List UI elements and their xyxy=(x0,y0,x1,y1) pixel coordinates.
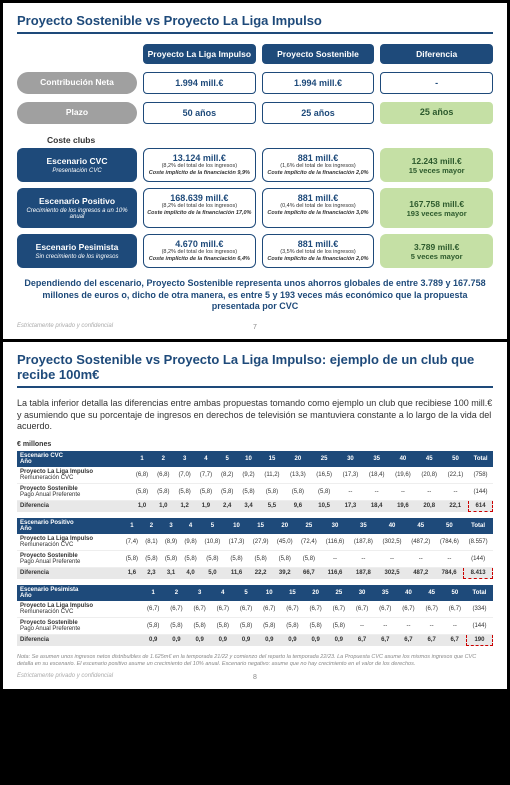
page-1: Proyecto Sostenible vs Proyecto La Liga … xyxy=(3,3,507,339)
table-row: Proyecto La Liga ImpulsoRemuneración CVC… xyxy=(17,601,493,618)
scenario-row-1: Escenario PositivoCrecimiento de los ing… xyxy=(17,188,493,228)
hdr-impulso: Proyecto La Liga Impulso xyxy=(143,44,256,64)
scenario-label: Escenario PesimistaSin crecimiento de lo… xyxy=(17,234,137,268)
scenario-row-2: Escenario PesimistaSin crecimiento de lo… xyxy=(17,234,493,268)
page2-subtitle: La tabla inferior detalla las diferencia… xyxy=(17,398,493,433)
row-plazo: Plazo 50 años 25 años 25 años xyxy=(17,102,493,124)
table-row: Proyecto SosteniblePago Anual Preferente… xyxy=(17,484,493,501)
scenario-val-sostenible: 881 mill.€(0,4% del total de los ingreso… xyxy=(262,188,375,228)
table-0: Escenario CVCAño12345101520253035404550T… xyxy=(17,451,493,512)
label-plazo: Plazo xyxy=(17,102,137,124)
table-header: Escenario PesimistaAño123451015202530354… xyxy=(17,585,493,601)
page2-note: Nota: Se asumen unos ingresos netos dist… xyxy=(17,654,493,667)
scenario-val-sostenible: 881 mill.€(3,5% del total de los ingreso… xyxy=(262,234,375,268)
val-plazo-2: 25 años xyxy=(262,102,375,124)
table-diff-row: Diferencia0,90,90,90,90,90,90,90,90,96,7… xyxy=(17,635,493,646)
table-2: Escenario PesimistaAño123451015202530354… xyxy=(17,585,493,646)
page-2: Proyecto Sostenible vs Proyecto La Liga … xyxy=(3,342,507,689)
header-grid: Proyecto La Liga Impulso Proyecto Sosten… xyxy=(17,44,493,64)
val-contrib-1: 1.994 mill.€ xyxy=(143,72,256,94)
table-header: Escenario CVCAño12345101520253035404550T… xyxy=(17,451,493,467)
coste-clubs-label: Coste clubs xyxy=(47,132,493,148)
table-header: Escenario PositivoAño1234510152025303540… xyxy=(17,518,493,534)
hdr-sostenible: Proyecto Sostenible xyxy=(262,44,375,64)
scenario-val-impulso: 168.639 mill.€(8,2% del total de los ing… xyxy=(143,188,256,228)
conclusion-text: Dependiendo del escenario, Proyecto Sost… xyxy=(23,278,487,313)
table-1: Escenario PositivoAño1234510152025303540… xyxy=(17,518,493,579)
table-row: Proyecto SosteniblePago Anual Preferente… xyxy=(17,551,493,568)
scenario-label: Escenario CVCPresentación CVC xyxy=(17,148,137,182)
scenario-diff: 3.789 mill.€5 veces mayor xyxy=(380,234,493,268)
page1-title: Proyecto Sostenible vs Proyecto La Liga … xyxy=(17,13,493,34)
label-contribucion: Contribución Neta xyxy=(17,72,137,94)
scenario-row-0: Escenario CVCPresentación CVC 13.124 mil… xyxy=(17,148,493,182)
millones-label: € millones xyxy=(17,441,493,448)
val-plazo-diff: 25 años xyxy=(380,102,493,124)
table-diff-row: Diferencia1,01,01,21,92,43,45,59,610,517… xyxy=(17,501,493,512)
scenario-val-sostenible: 881 mill.€(1,6% del total de los ingreso… xyxy=(262,148,375,182)
val-plazo-1: 50 años xyxy=(143,102,256,124)
row-contribucion: Contribución Neta 1.994 mill.€ 1.994 mil… xyxy=(17,72,493,94)
page2-num: 8 xyxy=(253,674,257,681)
scenario-diff: 12.243 mill.€15 veces mayor xyxy=(380,148,493,182)
table-row: Proyecto La Liga ImpulsoRemuneración CVC… xyxy=(17,534,493,551)
page1-num: 7 xyxy=(253,324,257,331)
page2-title: Proyecto Sostenible vs Proyecto La Liga … xyxy=(17,352,493,388)
val-contrib-2: 1.994 mill.€ xyxy=(262,72,375,94)
scenario-val-impulso: 4.670 mill.€(8,2% del total de los ingre… xyxy=(143,234,256,268)
table-diff-row: Diferencia1,62,33,14,05,011,622,239,266,… xyxy=(17,568,493,579)
table-row: Proyecto SosteniblePago Anual Preferente… xyxy=(17,618,493,635)
val-contrib-diff: - xyxy=(380,72,493,94)
table-row: Proyecto La Liga ImpulsoRemuneración CVC… xyxy=(17,467,493,484)
hdr-diferencia: Diferencia xyxy=(380,44,493,64)
scenario-diff: 167.758 mill.€193 veces mayor xyxy=(380,188,493,228)
scenario-label: Escenario PositivoCrecimiento de los ing… xyxy=(17,188,137,228)
scenario-val-impulso: 13.124 mill.€(8,2% del total de los ingr… xyxy=(143,148,256,182)
